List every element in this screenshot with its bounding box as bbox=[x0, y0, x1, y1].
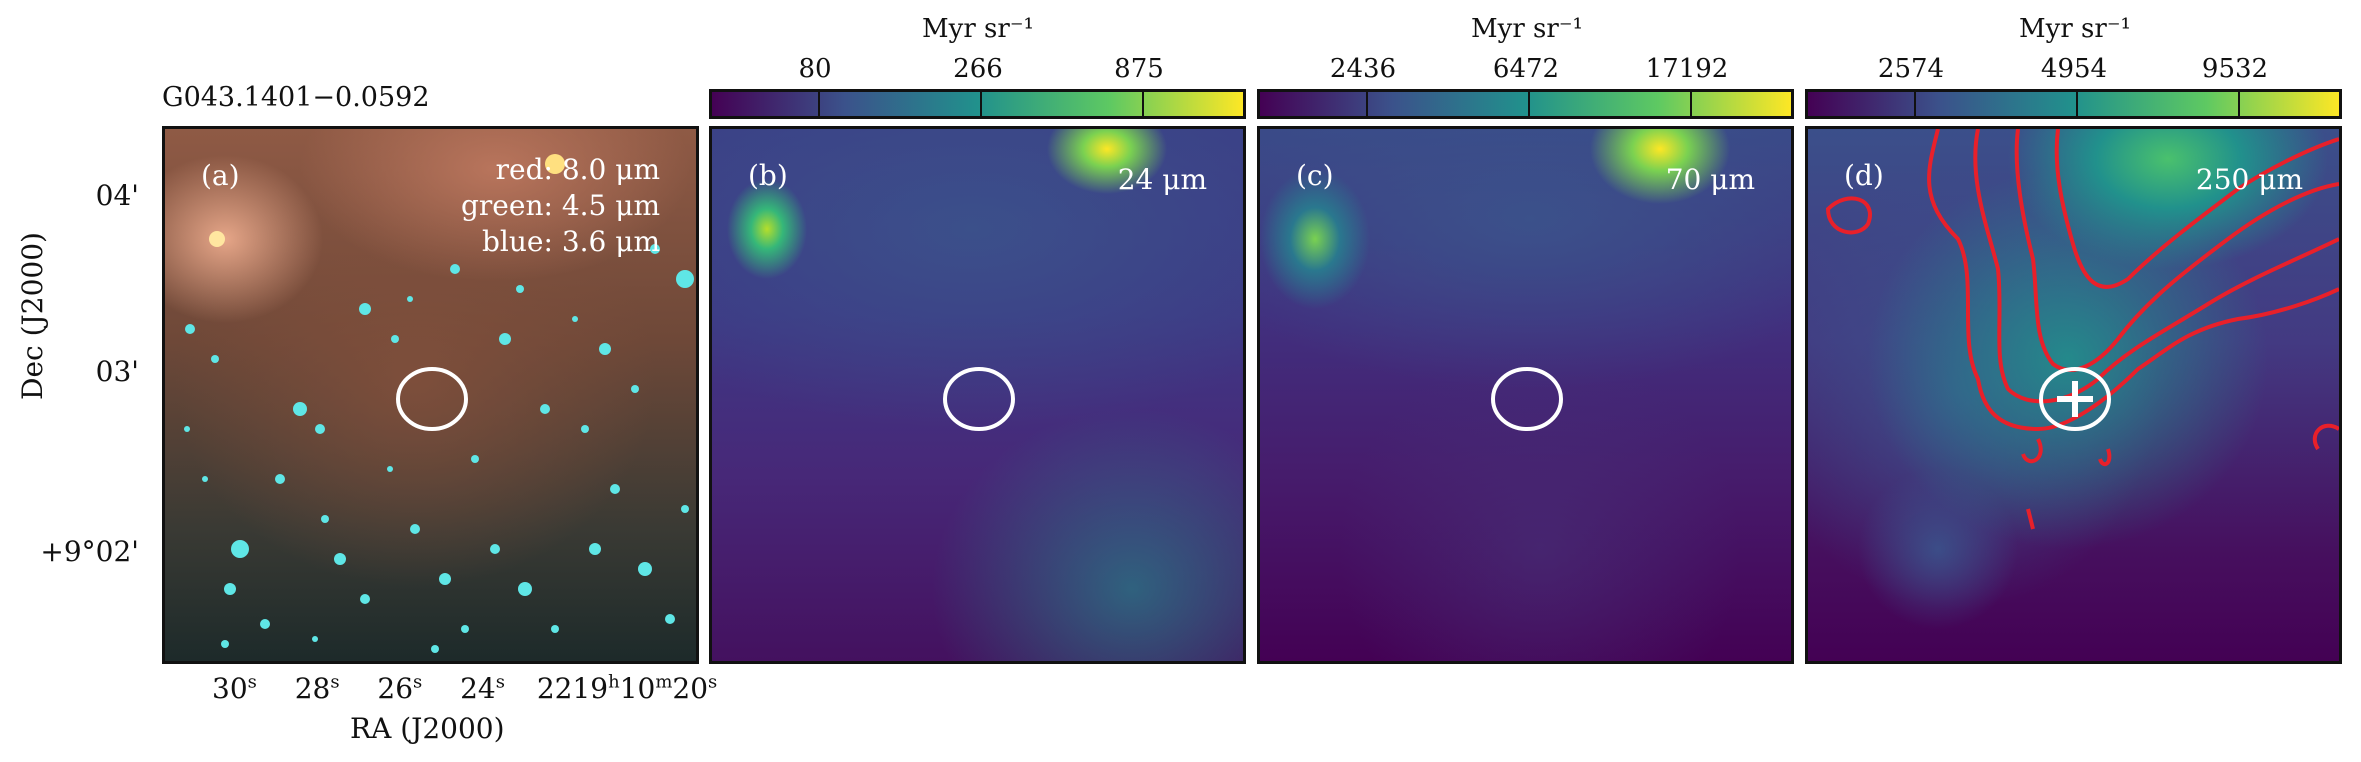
dec-tick-label: 04' bbox=[95, 179, 139, 212]
source-position-cross bbox=[2057, 381, 2093, 417]
ra-tick: 30s bbox=[212, 672, 257, 706]
band-label: 24 μm bbox=[1117, 163, 1207, 196]
panel-letter: (b) bbox=[748, 159, 788, 192]
colorbar-tick-label: 6472 bbox=[1492, 54, 1560, 84]
contour-lines bbox=[1825, 129, 2339, 530]
colorbar-unit: Myr sr⁻¹ bbox=[2019, 14, 2131, 44]
colorbar-tick-label: 266 bbox=[953, 54, 1003, 84]
colorbar-unit: Myr sr⁻¹ bbox=[1471, 14, 1583, 44]
colorbar-tick-label: 17192 bbox=[1645, 54, 1729, 84]
source-name: G043.1401−0.0592 bbox=[162, 82, 430, 113]
panel-b-24um-image: (b) 24 μm bbox=[709, 126, 1246, 664]
colorbar-gradient bbox=[1257, 89, 1794, 119]
panel-letter: (a) bbox=[201, 159, 240, 192]
colorbar-tick-label: 875 bbox=[1114, 54, 1164, 84]
panel-d-250um-image: (d) 250 μm bbox=[1805, 126, 2342, 664]
ra-tick: 28s bbox=[294, 672, 340, 706]
dec-tick-label: +9°02' bbox=[40, 535, 139, 568]
band-label: 70 μm bbox=[1665, 163, 1755, 196]
band-label-blue: blue: 3.6 μm bbox=[482, 225, 660, 258]
source-aperture-ellipse bbox=[396, 367, 468, 431]
ra-tick: 2219h10m20s bbox=[536, 672, 718, 706]
colorbar-tick-label: 4954 bbox=[2040, 54, 2108, 84]
ra-tick: 24s bbox=[460, 672, 505, 706]
band-label: 250 μm bbox=[2195, 163, 2303, 196]
dec-tick-label: 03' bbox=[95, 355, 139, 388]
ra-tick: 26s bbox=[377, 672, 423, 706]
star-field bbox=[184, 154, 694, 653]
colorbar-tick-label: 2574 bbox=[1877, 54, 1945, 84]
panel-c-70um-image: (c) 70 μm bbox=[1257, 126, 1794, 664]
y-axis-label: Dec (J2000) bbox=[16, 232, 49, 400]
colorbar-tick-label: 9532 bbox=[2201, 54, 2269, 84]
colorbar-tick-label: 2436 bbox=[1329, 54, 1397, 84]
colorbar-unit: Myr sr⁻¹ bbox=[922, 14, 1034, 44]
source-aperture-ellipse bbox=[943, 367, 1015, 431]
band-label-green: green: 4.5 μm bbox=[461, 189, 660, 222]
x-axis-label: RA (J2000) bbox=[350, 712, 505, 745]
panel-letter: (c) bbox=[1296, 159, 1334, 192]
ra-tick-labels: 30s 28s 26s 24s 2219h10m20s bbox=[212, 672, 717, 705]
band-label-red: red: 8.0 μm bbox=[495, 153, 660, 186]
colorbar-tick-label: 80 bbox=[798, 54, 832, 84]
panel-letter: (d) bbox=[1844, 159, 1884, 192]
colorbar-gradient bbox=[709, 89, 1246, 119]
source-aperture-ellipse bbox=[1491, 367, 1563, 431]
panel-a-rgb-image: (a) red: 8.0 μm green: 4.5 μm blue: 3.6 … bbox=[162, 126, 699, 664]
colorbar-gradient bbox=[1805, 89, 2342, 119]
source-aperture-ellipse bbox=[2039, 367, 2111, 431]
